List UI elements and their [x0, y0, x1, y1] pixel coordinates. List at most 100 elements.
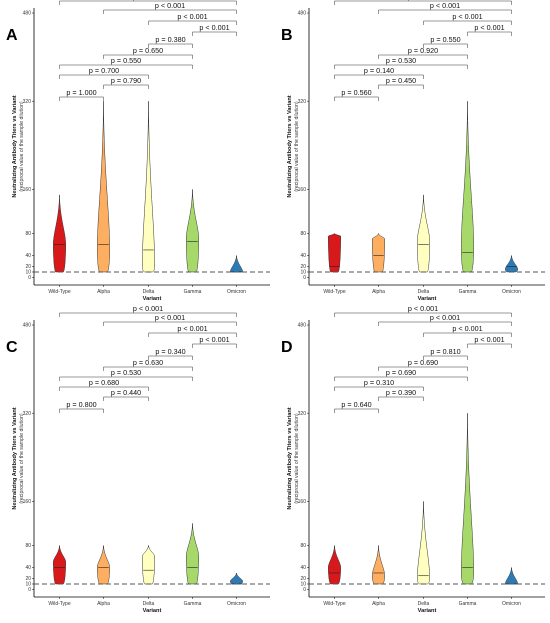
comparison-bracket: p < 0.001 [378, 313, 512, 326]
y-axis-subtitle: (reciprocal value of the sample dilution… [294, 413, 300, 504]
comparison-bracket: p = 0.690 [334, 368, 468, 381]
p-value-label: p = 0.640 [341, 400, 371, 409]
p-value-label: p = 1.000 [66, 88, 96, 97]
y-tick-label: 40 [25, 565, 31, 571]
p-value-label: p < 0.001 [199, 335, 229, 344]
x-tick-label: Alpha [372, 289, 385, 295]
violin-omicron [505, 255, 518, 273]
bracket-line [334, 376, 468, 381]
bracket-line [467, 31, 512, 36]
violin-gamma [186, 189, 199, 273]
p-value-label: p = 0.810 [430, 347, 460, 356]
y-tick-label: 20 [25, 264, 31, 270]
violin-alpha [97, 101, 110, 273]
y-tick-label: 160 [298, 187, 307, 193]
comparison-bracket: p < 0.001 [59, 0, 237, 5]
comparison-bracket: p < 0.001 [103, 1, 237, 14]
x-tick-label: Delta [143, 601, 155, 607]
violin-delta [417, 501, 430, 585]
p-value-label: p < 0.001 [133, 304, 163, 313]
bracket-line [148, 332, 237, 337]
violin-wild-type [328, 545, 341, 585]
x-tick-label: Omicron [227, 601, 246, 607]
comparison-bracket: p < 0.001 [334, 0, 512, 5]
p-value-label: p = 0.530 [386, 56, 416, 65]
comparison-bracket: p = 0.530 [59, 368, 193, 381]
y-axis-title: Neutralizing Antibody Titers vs Variant [287, 95, 293, 197]
violin-alpha [372, 545, 385, 585]
p-value-label: p < 0.001 [408, 0, 438, 1]
bracket-line [334, 386, 424, 391]
comparison-bracket: p = 0.800 [59, 400, 104, 413]
y-tick-label: 480 [298, 323, 307, 329]
y-tick-label: 20 [300, 264, 306, 270]
p-value-label: p = 0.560 [341, 88, 371, 97]
bracket-line [59, 0, 237, 5]
comparison-bracket: p = 0.560 [334, 88, 379, 101]
comparison-bracket: p = 0.440 [103, 388, 149, 401]
p-value-label: p < 0.001 [199, 23, 229, 32]
violin-gamma [186, 523, 199, 585]
y-tick-label: 0 [28, 275, 31, 281]
comparison-bracket: p < 0.001 [192, 23, 237, 36]
y-tick-label: 40 [300, 565, 306, 571]
p-value-label: p = 0.440 [111, 388, 141, 397]
violin-alpha [97, 545, 110, 585]
bracket-line [378, 84, 424, 89]
p-value-label: p = 0.690 [408, 358, 438, 367]
p-value-label: p < 0.001 [177, 12, 207, 21]
bracket-line [378, 366, 468, 371]
comparison-bracket: p < 0.001 [334, 304, 512, 317]
bracket-line [423, 355, 468, 360]
bracket-line [378, 9, 512, 14]
comparison-bracket: p = 1.000 [59, 88, 104, 101]
y-tick-label: 320 [23, 411, 32, 417]
y-tick-label: 320 [298, 411, 307, 417]
bracket-line [103, 366, 193, 371]
p-value-label: p = 0.550 [430, 35, 460, 44]
x-tick-label: Wild-Type [323, 601, 345, 607]
comparison-bracket: p = 0.550 [423, 35, 468, 48]
comparison-bracket: p < 0.001 [423, 324, 512, 337]
p-value-label: p < 0.001 [474, 335, 504, 344]
p-value-label: p = 0.690 [386, 368, 416, 377]
comparison-bracket: p < 0.001 [378, 1, 512, 14]
p-value-label: p < 0.001 [155, 313, 185, 322]
bracket-line [148, 20, 237, 25]
bracket-line [423, 332, 512, 337]
comparison-bracket: p = 0.530 [334, 56, 468, 69]
comparison-bracket: p < 0.001 [467, 335, 512, 348]
x-axis-title: Variant [143, 296, 162, 302]
violin-gamma [461, 101, 474, 273]
y-axis-subtitle: (reciprocal value of the sample dilution… [294, 101, 300, 192]
bracket-line [59, 408, 104, 413]
violin-delta [142, 545, 155, 585]
y-tick-label: 0 [303, 587, 306, 593]
bracket-line [192, 343, 237, 348]
panel-label: A [6, 27, 18, 44]
bracket-line [59, 376, 193, 381]
y-tick-label: 80 [25, 231, 31, 237]
p-value-label: p = 0.650 [133, 46, 163, 55]
bracket-line [423, 43, 468, 48]
bracket-line [103, 321, 237, 326]
comparison-bracket: p = 0.340 [148, 347, 193, 360]
comparison-bracket: p < 0.001 [423, 12, 512, 25]
comparison-bracket: p = 0.630 [103, 358, 193, 371]
bracket-line [148, 43, 193, 48]
panel-label: D [281, 339, 293, 356]
comparison-bracket: p < 0.001 [103, 313, 237, 326]
comparison-bracket: p < 0.001 [59, 304, 237, 317]
p-value-label: p = 0.310 [364, 378, 394, 387]
bracket-line [59, 312, 237, 317]
y-tick-label: 10 [25, 582, 31, 588]
violin-wild-type [53, 194, 66, 273]
p-value-label: p < 0.001 [430, 313, 460, 322]
bracket-line [103, 84, 149, 89]
comparison-bracket: p = 0.640 [334, 400, 379, 413]
bracket-line [423, 20, 512, 25]
violin-wild-type [53, 545, 66, 585]
